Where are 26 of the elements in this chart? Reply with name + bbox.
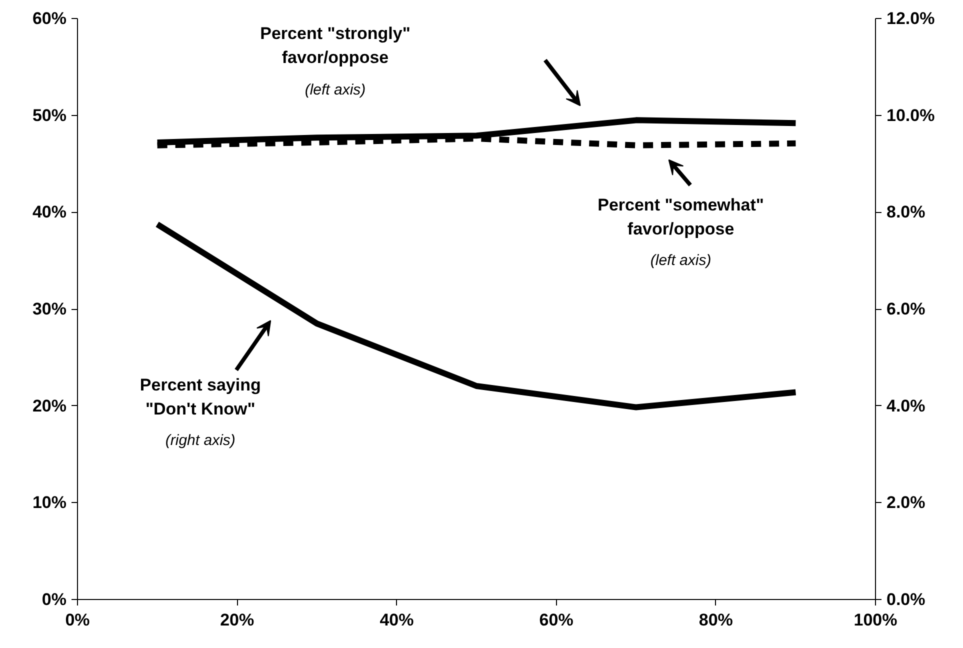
annotation: (right axis) [165, 432, 236, 450]
x-tick-label: 60% [539, 610, 574, 630]
annotation: (left axis) [304, 82, 366, 99]
x-tick-label: 40% [380, 610, 414, 630]
annotation: (left axis) [650, 252, 712, 270]
x-tick-label: 0% [65, 610, 90, 630]
y2-tick-label: 0.0% [886, 590, 926, 609]
x-tick-label: 100% [854, 610, 898, 630]
y-tick-label: 50% [32, 106, 67, 125]
y2-tick-label: 4.0% [886, 396, 926, 416]
annotation: Percent "strongly" favor/oppose [260, 24, 410, 67]
x-tick-label: 80% [698, 610, 733, 630]
y-tick-label: 40% [32, 202, 67, 222]
annotation: Percent "somewhat" favor/oppose [598, 196, 764, 238]
annotation: Percent saying "Don't Know" [140, 376, 261, 418]
y-tick-label: 60% [32, 9, 67, 28]
y-tick-label: 20% [32, 396, 67, 416]
y2-tick-label: 8.0% [886, 202, 926, 222]
x-tick-label: 20% [220, 610, 254, 630]
y2-tick-label: 2.0% [886, 493, 926, 512]
y2-tick-label: 12.0% [886, 9, 935, 28]
y-tick-label: 10% [32, 493, 67, 512]
y2-tick-label: 10.0% [886, 106, 935, 125]
y2-tick-label: 6.0% [886, 300, 926, 318]
y-tick-label: 30% [32, 300, 67, 318]
y-tick-label: 0% [42, 590, 67, 609]
